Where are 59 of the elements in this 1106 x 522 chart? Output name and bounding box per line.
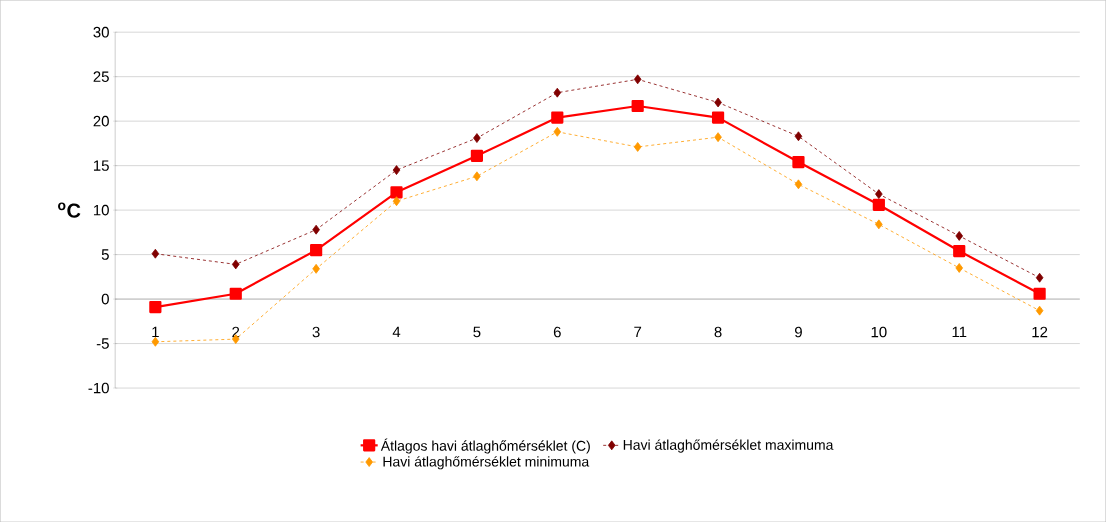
point	[875, 219, 883, 230]
point	[794, 179, 803, 190]
point	[151, 248, 160, 259]
y-tick-label: 30	[93, 26, 109, 38]
point	[714, 97, 722, 108]
x-tick-label: 9	[794, 326, 802, 338]
point	[955, 230, 963, 241]
y-tick-label: 15	[93, 160, 109, 171]
x-tick-label: 8	[714, 326, 722, 338]
x-tick-label: 10	[871, 326, 887, 338]
point	[151, 336, 160, 347]
y-tick-label: -10	[88, 382, 109, 394]
point	[711, 111, 725, 124]
point	[955, 262, 963, 273]
point	[390, 186, 403, 199]
point	[633, 74, 642, 85]
point	[149, 300, 162, 314]
x-tick-label: 5	[473, 326, 481, 338]
point	[633, 141, 642, 152]
point	[310, 243, 323, 257]
point	[553, 87, 562, 98]
point	[312, 224, 320, 235]
x-tick-label: 7	[634, 326, 642, 337]
point	[1033, 287, 1046, 300]
point	[953, 244, 966, 258]
x-tick-label: 1	[152, 326, 159, 337]
x-tick-label: 4	[392, 326, 401, 337]
x-tick-label: 12	[1032, 326, 1048, 338]
legend-label: Havi átlaghőmérséklet maximuma	[623, 439, 834, 453]
point	[392, 165, 401, 175]
y-tick-label: 10	[93, 204, 109, 216]
point	[631, 99, 644, 113]
point	[551, 111, 564, 124]
point	[794, 131, 803, 142]
point	[231, 259, 240, 270]
point	[875, 189, 883, 199]
point	[1035, 305, 1044, 316]
point	[872, 198, 885, 211]
point	[473, 171, 481, 182]
y-tick-label: 0	[101, 293, 109, 305]
y-tick-label: 5	[101, 249, 109, 260]
point	[392, 196, 401, 207]
point	[470, 149, 484, 162]
x-tick-label: 3	[312, 326, 320, 338]
point	[229, 287, 242, 300]
point	[553, 126, 562, 137]
x-tick-label: 11	[952, 326, 967, 337]
y-axis-title: $^{o}$C	[58, 202, 81, 218]
point	[1035, 272, 1044, 283]
point	[714, 132, 722, 142]
point	[473, 133, 481, 143]
x-tick-label: 6	[553, 326, 561, 338]
legend-label: Átlagos havi átlaghőmérséklet (C)	[380, 438, 590, 454]
legend-label: Havi átlaghőmérséklet minimuma	[383, 456, 590, 470]
y-tick-label: -5	[96, 338, 109, 349]
y-tick-label: 20	[93, 115, 109, 127]
point	[312, 263, 320, 274]
y-tick-label: 25	[93, 71, 109, 82]
point	[792, 155, 805, 169]
